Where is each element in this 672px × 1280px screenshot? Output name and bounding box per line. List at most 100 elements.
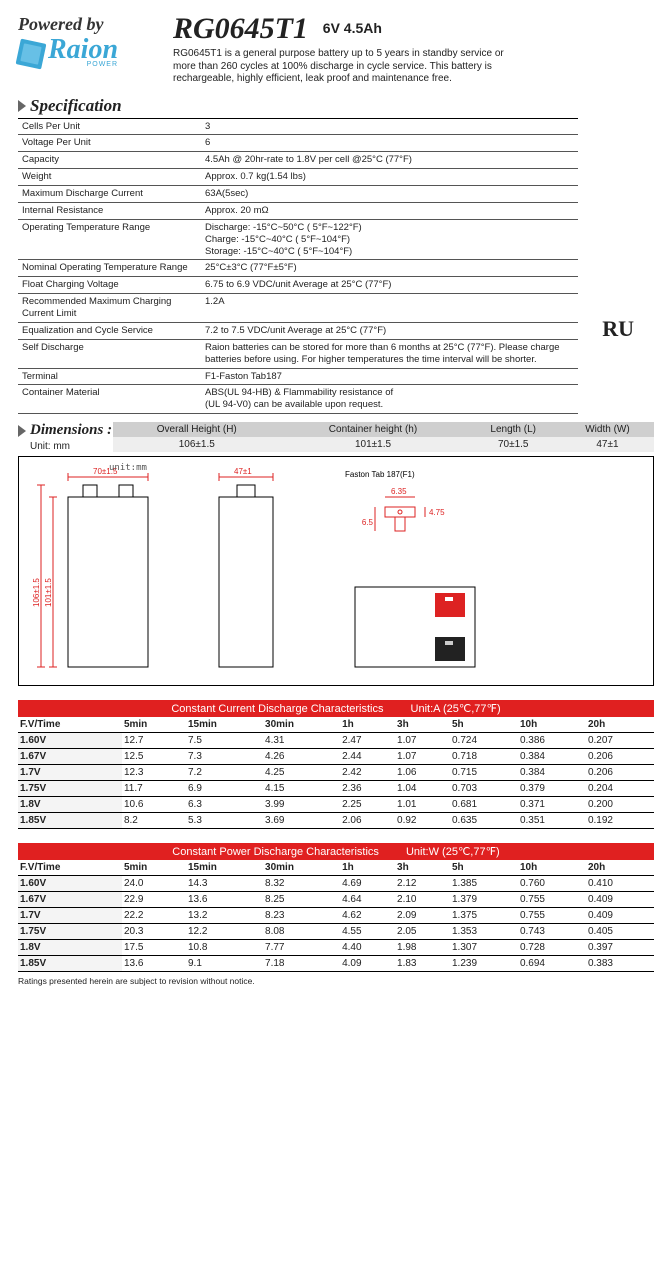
header: Powered by Raion POWER RG0645T1 6V 4.5Ah…: [18, 14, 654, 86]
dim-value: 47±1: [561, 437, 654, 452]
svg-text:6.5: 6.5: [362, 518, 374, 527]
data-cell: 0.718: [450, 749, 518, 765]
fv-cell: 1.85V: [18, 956, 122, 972]
data-cell: 0.724: [450, 733, 518, 749]
spec-value: 7.2 to 7.5 VDC/unit Average at 25°C (77°…: [201, 322, 578, 339]
data-cell: 3.99: [263, 797, 340, 813]
col-header: 10h: [518, 860, 586, 876]
fv-cell: 1.85V: [18, 813, 122, 829]
data-cell: 2.05: [395, 924, 450, 940]
spec-key: Capacity: [18, 152, 201, 169]
col-header: 30min: [263, 860, 340, 876]
data-cell: 0.409: [586, 908, 654, 924]
col-header: 15min: [186, 717, 263, 733]
brand-logo: Raion POWER: [18, 39, 173, 68]
power-discharge-title: Constant Power Discharge Characteristics: [172, 846, 379, 858]
power-discharge-heading: Constant Power Discharge Characteristics…: [18, 843, 654, 860]
spec-key: Recommended Maximum Charging Current Lim…: [18, 294, 201, 323]
col-header: 5h: [450, 860, 518, 876]
data-cell: 0.681: [450, 797, 518, 813]
col-header: 5min: [122, 860, 186, 876]
spec-key: Internal Resistance: [18, 202, 201, 219]
specification-table: Cells Per Unit3Voltage Per Unit6Capacity…: [18, 118, 578, 415]
data-cell: 0.206: [586, 765, 654, 781]
data-cell: 1.04: [395, 781, 450, 797]
data-cell: 0.755: [518, 892, 586, 908]
data-cell: 0.755: [518, 908, 586, 924]
data-cell: 14.3: [186, 876, 263, 892]
data-cell: 0.371: [518, 797, 586, 813]
data-cell: 0.204: [586, 781, 654, 797]
data-cell: 9.1: [186, 956, 263, 972]
data-cell: 6.3: [186, 797, 263, 813]
data-cell: 0.384: [518, 749, 586, 765]
fv-cell: 1.7V: [18, 765, 122, 781]
data-cell: 12.5: [122, 749, 186, 765]
data-cell: 8.32: [263, 876, 340, 892]
data-cell: 10.6: [122, 797, 186, 813]
data-cell: 0.405: [586, 924, 654, 940]
ul-certification-mark: RU: [602, 316, 634, 342]
data-cell: 8.08: [263, 924, 340, 940]
data-cell: 1.98: [395, 940, 450, 956]
dim-header: Width (W): [561, 422, 654, 437]
data-cell: 2.10: [395, 892, 450, 908]
col-header: 5min: [122, 717, 186, 733]
data-cell: 13.6: [186, 892, 263, 908]
data-cell: 1.379: [450, 892, 518, 908]
current-discharge-heading: Constant Current Discharge Characteristi…: [18, 700, 654, 717]
col-header: F.V/Time: [18, 860, 122, 876]
spec-value: 25°C±3°C (77°F±5°F): [201, 260, 578, 277]
footnote: Ratings presented herein are subject to …: [18, 976, 654, 986]
data-cell: 0.743: [518, 924, 586, 940]
col-header: 15min: [186, 860, 263, 876]
spec-key: Container Material: [18, 385, 201, 414]
dimensions-heading: Dimensions :: [18, 422, 113, 439]
data-cell: 0.207: [586, 733, 654, 749]
data-cell: 0.206: [586, 749, 654, 765]
specification-heading: Specification: [18, 96, 654, 116]
dim-header: Length (L): [466, 422, 561, 437]
fv-cell: 1.8V: [18, 940, 122, 956]
data-cell: 20.3: [122, 924, 186, 940]
data-cell: 0.703: [450, 781, 518, 797]
dimensions-unit: Unit: mm: [30, 441, 113, 452]
data-cell: 4.09: [340, 956, 395, 972]
spec-key: Float Charging Voltage: [18, 277, 201, 294]
dimensions-diagram: unit:mm 70±1.5 101±1.5 106±1.5 47±1 Fast…: [18, 456, 654, 686]
dim-value: 101±1.5: [281, 437, 466, 452]
fv-cell: 1.75V: [18, 781, 122, 797]
col-header: 10h: [518, 717, 586, 733]
fv-cell: 1.60V: [18, 733, 122, 749]
data-cell: 10.8: [186, 940, 263, 956]
brand-name: Raion: [48, 39, 118, 61]
dim-header: Overall Height (H): [113, 422, 281, 437]
data-cell: 1.07: [395, 749, 450, 765]
col-header: 30min: [263, 717, 340, 733]
data-cell: 1.307: [450, 940, 518, 956]
arrow-icon: [18, 100, 26, 112]
data-cell: 4.26: [263, 749, 340, 765]
spec-value: Raion batteries can be stored for more t…: [201, 339, 578, 368]
svg-text:4.75: 4.75: [429, 508, 445, 517]
data-cell: 2.12: [395, 876, 450, 892]
spec-key: Terminal: [18, 368, 201, 385]
specification-label: Specification: [30, 96, 122, 116]
data-cell: 0.192: [586, 813, 654, 829]
col-header: 3h: [395, 717, 450, 733]
data-cell: 13.6: [122, 956, 186, 972]
col-header: 1h: [340, 860, 395, 876]
spec-value: Approx. 0.7 kg(1.54 lbs): [201, 169, 578, 186]
dimensions-table: Overall Height (H)Container height (h)Le…: [113, 422, 654, 452]
model-number: RG0645T1: [173, 14, 308, 44]
data-cell: 1.239: [450, 956, 518, 972]
spec-value: Approx. 20 mΩ: [201, 202, 578, 219]
spec-key: Self Discharge: [18, 339, 201, 368]
data-cell: 1.01: [395, 797, 450, 813]
spec-value: Discharge: -15°C~50°C ( 5°F~122°F) Charg…: [201, 219, 578, 260]
spec-value: 63A(5sec): [201, 186, 578, 203]
data-cell: 0.386: [518, 733, 586, 749]
data-cell: 0.409: [586, 892, 654, 908]
data-cell: 1.07: [395, 733, 450, 749]
data-cell: 1.83: [395, 956, 450, 972]
